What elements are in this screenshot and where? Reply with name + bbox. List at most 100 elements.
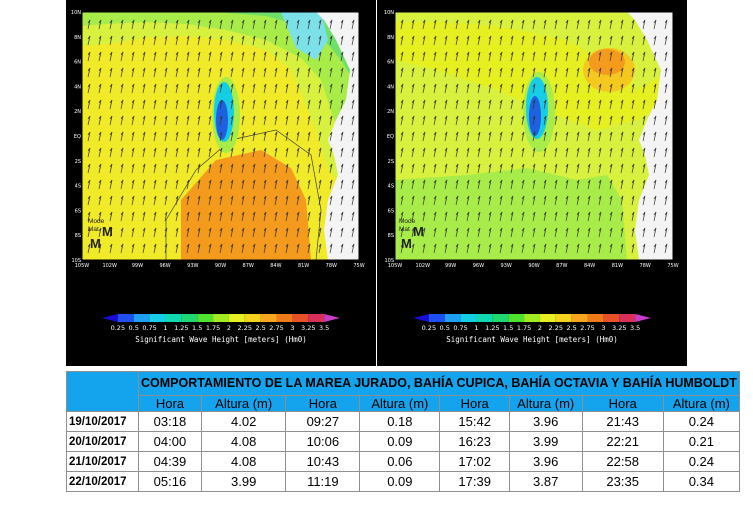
wave-direction-arrow-head: [620, 179, 624, 184]
lon-label: 87W: [243, 263, 254, 269]
wave-direction-arrow: [241, 211, 245, 222]
lon-label: 81W: [298, 263, 309, 269]
wave-direction-arrow: [164, 163, 168, 174]
wave-direction-arrow-head: [609, 243, 613, 248]
wave-direction-arrow-head: [351, 227, 355, 232]
wave-direction-arrow: [521, 35, 525, 46]
wave-direction-arrow-head: [197, 115, 201, 120]
colorbar-label: 2.75: [269, 324, 283, 332]
wave-direction-arrow: [576, 115, 580, 126]
wave-direction-arrow-head: [87, 19, 91, 24]
wave-direction-arrow: [554, 115, 558, 126]
wave-direction-arrow: [252, 35, 256, 46]
wave-direction-arrow: [488, 227, 492, 238]
wave-direction-arrow: [576, 211, 580, 222]
table-header-hora: Hora: [138, 395, 202, 412]
wave-direction-arrow: [499, 195, 503, 206]
wave-direction-arrow: [532, 147, 536, 158]
wave-direction-arrow-head: [285, 35, 289, 40]
wave-direction-arrow-head: [576, 147, 580, 152]
wave-direction-arrow: [631, 163, 635, 174]
wave-direction-arrow-head: [186, 147, 190, 152]
wave-direction-arrow: [444, 51, 448, 62]
wave-direction-arrow-head: [598, 35, 602, 40]
wave-direction-arrow-head: [455, 35, 459, 40]
wave-direction-arrow-head: [87, 67, 91, 72]
wave-direction-arrow-head: [285, 83, 289, 88]
wave-direction-arrow-head: [488, 51, 492, 56]
wave-direction-arrow-head: [422, 67, 426, 72]
colorbar-segment: [539, 314, 556, 322]
wave-direction-arrow: [186, 227, 190, 238]
wave-direction-arrow: [411, 99, 415, 110]
wave-direction-arrow: [109, 51, 113, 62]
wave-direction-arrow: [98, 163, 102, 174]
wave-direction-arrow-head: [318, 179, 322, 184]
wave-direction-arrow-head: [120, 99, 124, 104]
wave-direction-arrow-head: [186, 115, 190, 120]
wave-direction-arrow-head: [153, 163, 157, 168]
wave-direction-arrow-head: [219, 227, 223, 232]
wave-direction-arrow-head: [109, 83, 113, 88]
wave-direction-arrow: [120, 35, 124, 46]
wave-direction-arrow: [340, 83, 344, 94]
wave-direction-arrow-head: [400, 115, 404, 120]
wave-direction-arrow-head: [642, 67, 646, 72]
wave-direction-arrow-head: [274, 99, 278, 104]
table-row: 19/10/2017 03:18 4.02 09:27 0.18 15:42 3.96 21:…: [66, 411, 740, 432]
wave-direction-arrow: [329, 51, 333, 62]
wave-direction-arrow-head: [153, 83, 157, 88]
wave-direction-arrow: [329, 115, 333, 126]
wave-direction-arrow-head: [554, 243, 558, 248]
wave-direction-arrow: [422, 147, 426, 158]
wave-direction-arrow: [609, 51, 613, 62]
wave-direction-arrow-head: [252, 51, 256, 56]
wave-direction-arrow: [587, 35, 591, 46]
wave-direction-arrow-head: [455, 115, 459, 120]
wave-direction-arrow-head: [576, 179, 580, 184]
wave-direction-arrow-head: [411, 211, 415, 216]
wave-direction-arrow: [164, 179, 168, 190]
wave-direction-arrow-head: [175, 67, 179, 72]
wave-direction-arrow-head: [587, 195, 591, 200]
colorbar-label: 2.75: [580, 324, 594, 332]
wave-direction-arrow-head: [219, 195, 223, 200]
wave-direction-arrow: [230, 147, 234, 158]
wave-direction-arrow: [609, 35, 613, 46]
wave-direction-arrow-head: [197, 179, 201, 184]
wave-direction-arrow-head: [197, 211, 201, 216]
colorbar-label: 3.25: [301, 324, 315, 332]
wave-direction-arrow: [164, 115, 168, 126]
wave-direction-arrow-head: [565, 211, 569, 216]
wave-direction-arrow-head: [263, 99, 267, 104]
wave-direction-arrow: [554, 163, 558, 174]
wave-direction-arrow: [307, 67, 311, 78]
wave-direction-arrow: [455, 227, 459, 238]
wave-direction-arrow: [307, 35, 311, 46]
wave-direction-arrow-head: [444, 51, 448, 56]
wave-direction-arrow: [565, 243, 569, 254]
wave-direction-arrow: [554, 211, 558, 222]
wave-direction-arrow-head: [543, 83, 547, 88]
wave-direction-arrow-head: [120, 211, 124, 216]
wave-direction-arrow: [351, 163, 355, 174]
wave-direction-arrow: [318, 19, 322, 30]
colorbar-segment: [619, 314, 636, 322]
wave-direction-arrow-head: [455, 51, 459, 56]
wave-direction-arrow-head: [186, 131, 190, 136]
table-row: 21/10/2017 04:39 4.08 10:43 0.06 17:02 3.96 22:…: [66, 451, 740, 472]
wave-direction-arrow: [631, 147, 635, 158]
wave-direction-arrow-head: [499, 179, 503, 184]
wave-direction-arrow-head: [285, 163, 289, 168]
wave-direction-arrow: [98, 35, 102, 46]
wave-direction-arrow: [609, 147, 613, 158]
wave-direction-arrow-head: [142, 99, 146, 104]
wave-direction-arrow-head: [664, 115, 668, 120]
wave-direction-arrow-head: [197, 195, 201, 200]
wave-direction-arrow-head: [576, 51, 580, 56]
colorbar-label: 2.25: [238, 324, 252, 332]
wave-direction-arrow: [329, 227, 333, 238]
wave-direction-arrow-head: [598, 99, 602, 104]
wave-direction-arrow-head: [197, 19, 201, 24]
wave-direction-arrow: [554, 67, 558, 78]
